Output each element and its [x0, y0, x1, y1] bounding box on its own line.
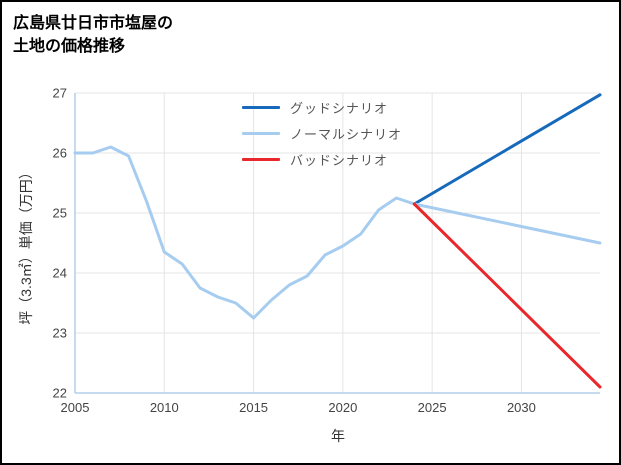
x-tick-label: 2010 — [150, 400, 179, 415]
legend-item-good: グッドシナリオ — [242, 94, 402, 120]
legend-swatch-normal — [242, 131, 280, 135]
page-title-line2: 土地の価格推移 — [13, 38, 126, 55]
x-tick-label: 2015 — [239, 400, 268, 415]
legend-label-normal: ノーマルシナリオ — [290, 126, 403, 142]
legend-label-good: グッドシナリオ — [290, 100, 389, 116]
legend-label-bad: バッドシナリオ — [290, 152, 389, 168]
y-tick-label: 24 — [53, 266, 67, 281]
x-tick-label: 2030 — [507, 400, 536, 415]
legend: グッドシナリオ ノーマルシナリオ バッドシナリオ — [242, 94, 402, 172]
legend-item-normal: ノーマルシナリオ — [242, 120, 402, 146]
y-axis-title: 坪（3.3㎡）単価（万円） — [18, 165, 34, 325]
page-title: 広島県廿日市市塩屋の 土地の価格推移 — [13, 12, 173, 58]
x-tick-label: 2005 — [61, 400, 90, 415]
legend-swatch-good — [242, 105, 280, 109]
series-line-bad — [412, 202, 602, 389]
y-tick-label: 23 — [53, 326, 67, 341]
x-axis-title: 年 — [331, 428, 345, 444]
x-tick-label: 2020 — [328, 400, 357, 415]
y-tick-label: 26 — [53, 146, 67, 161]
y-tick-label: 22 — [53, 386, 67, 401]
y-tick-label: 25 — [53, 206, 67, 221]
series-line-good — [412, 93, 602, 206]
legend-swatch-bad — [242, 157, 280, 161]
series-line-normal — [73, 145, 602, 320]
legend-item-bad: バッドシナリオ — [242, 146, 402, 172]
x-tick-label: 2025 — [418, 400, 447, 415]
page-title-line1: 広島県廿日市市塩屋の — [13, 15, 174, 32]
y-tick-label: 27 — [53, 86, 67, 101]
